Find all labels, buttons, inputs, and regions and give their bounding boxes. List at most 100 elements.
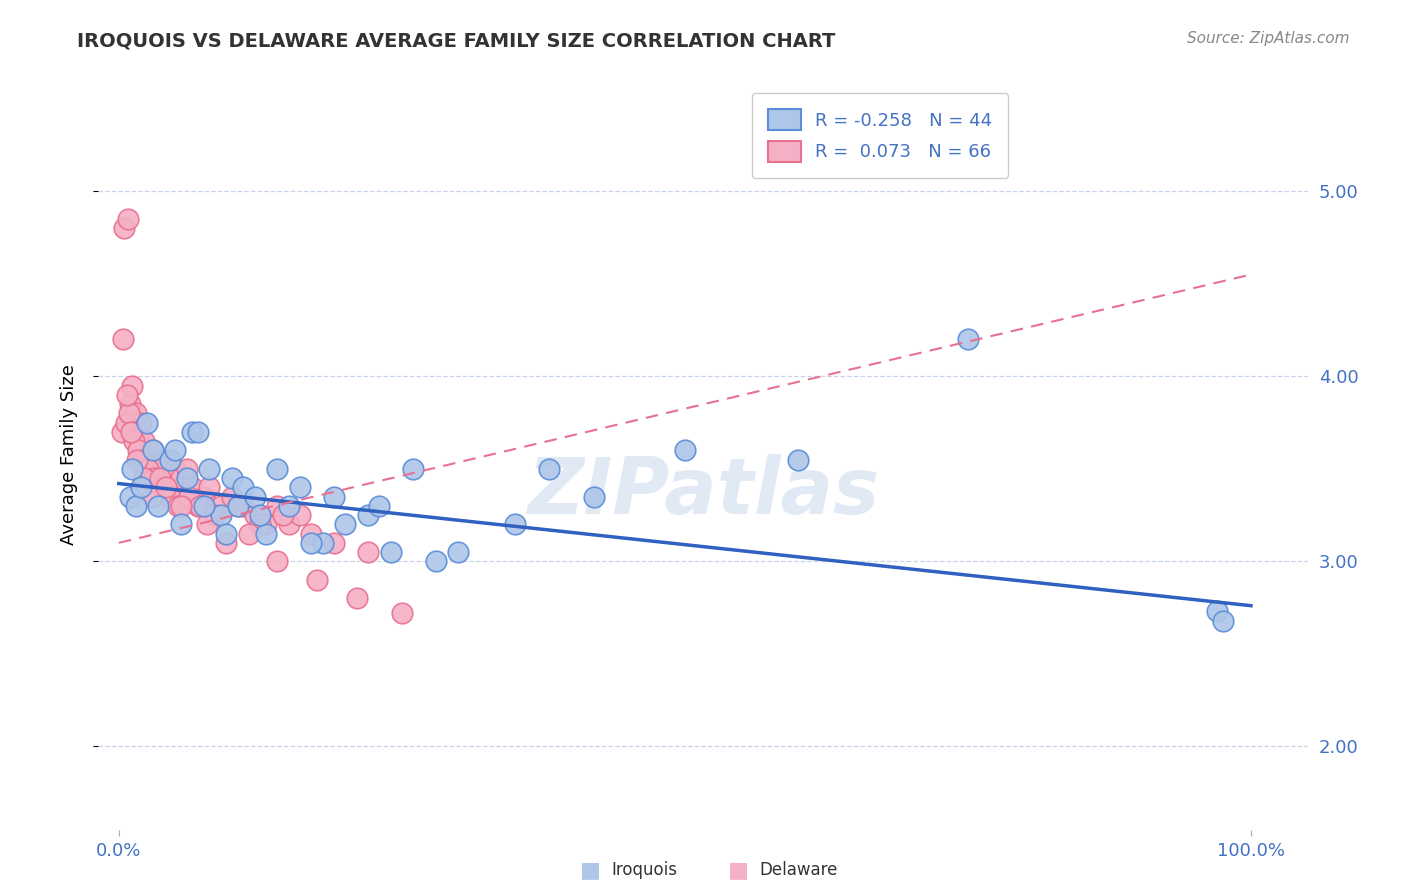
Point	[136, 416, 159, 430]
Point	[288, 480, 311, 494]
Point	[226, 499, 249, 513]
Point	[503, 517, 526, 532]
Point	[787, 452, 810, 467]
Point	[177, 490, 200, 504]
Text: ■: ■	[581, 860, 600, 880]
Point	[141, 490, 163, 504]
Point	[277, 517, 299, 532]
Point	[181, 425, 204, 439]
Point	[132, 434, 155, 448]
Point	[181, 480, 204, 494]
Text: IROQUOIS VS DELAWARE AVERAGE FAMILY SIZE CORRELATION CHART: IROQUOIS VS DELAWARE AVERAGE FAMILY SIZE…	[77, 31, 835, 50]
Point	[322, 536, 344, 550]
Point	[170, 471, 193, 485]
Point	[254, 517, 277, 532]
Point	[402, 462, 425, 476]
Point	[271, 508, 294, 522]
Point	[148, 462, 170, 476]
Point	[128, 425, 150, 439]
Point	[277, 499, 299, 513]
Point	[266, 554, 288, 568]
Point	[159, 452, 181, 467]
Point	[193, 490, 215, 504]
Point	[176, 471, 198, 485]
Point	[288, 508, 311, 522]
Point	[357, 545, 380, 559]
Point	[368, 499, 391, 513]
Point	[238, 526, 260, 541]
Point	[266, 462, 288, 476]
Point	[956, 332, 979, 346]
Point	[121, 462, 143, 476]
Point	[155, 480, 177, 494]
Point	[143, 471, 166, 485]
Point	[142, 471, 165, 485]
Point	[673, 443, 696, 458]
Point	[299, 526, 322, 541]
Point	[131, 416, 153, 430]
Point	[221, 490, 243, 504]
Point	[125, 499, 148, 513]
Point	[148, 471, 170, 485]
Point	[204, 508, 226, 522]
Text: Source: ZipAtlas.com: Source: ZipAtlas.com	[1187, 31, 1350, 46]
Point	[176, 462, 198, 476]
Point	[187, 499, 209, 513]
Text: ZIPatlas: ZIPatlas	[527, 454, 879, 531]
Point	[232, 499, 254, 513]
Point	[380, 545, 402, 559]
Point	[537, 462, 560, 476]
Point	[115, 388, 138, 402]
Point	[125, 452, 148, 467]
Point	[249, 517, 271, 532]
Point	[120, 425, 142, 439]
Point	[187, 425, 209, 439]
Point	[215, 536, 238, 550]
Text: Iroquois: Iroquois	[612, 861, 678, 879]
Point	[357, 508, 380, 522]
Point	[322, 490, 344, 504]
Point	[114, 221, 136, 235]
Point	[299, 536, 322, 550]
Point	[139, 462, 162, 476]
Point	[165, 443, 187, 458]
Point	[243, 508, 266, 522]
Point	[391, 606, 413, 620]
Point	[311, 536, 333, 550]
Point	[136, 452, 159, 467]
Point	[132, 471, 155, 485]
Point	[1206, 604, 1229, 618]
Point	[188, 499, 211, 513]
Point	[165, 462, 187, 476]
Point	[1212, 614, 1234, 628]
Text: Delaware: Delaware	[759, 861, 838, 879]
Point	[118, 406, 141, 420]
Point	[583, 490, 606, 504]
Point	[150, 480, 173, 494]
Point	[111, 425, 134, 439]
Point	[195, 517, 218, 532]
Point	[232, 480, 254, 494]
Point	[193, 499, 215, 513]
Point	[166, 499, 188, 513]
Point	[198, 462, 221, 476]
Point	[120, 490, 142, 504]
Point	[117, 212, 139, 227]
Point	[131, 480, 153, 494]
Point	[125, 406, 148, 420]
Point	[122, 434, 145, 448]
Point	[142, 443, 165, 458]
Point	[209, 499, 232, 513]
Point	[170, 517, 193, 532]
Point	[112, 332, 135, 346]
Point	[114, 416, 136, 430]
Point	[346, 591, 368, 606]
Point	[159, 480, 181, 494]
Point	[243, 490, 266, 504]
Point	[215, 526, 238, 541]
Point	[266, 499, 288, 513]
Point	[254, 526, 277, 541]
Point	[170, 499, 193, 513]
Point	[335, 517, 357, 532]
Point	[305, 573, 328, 587]
